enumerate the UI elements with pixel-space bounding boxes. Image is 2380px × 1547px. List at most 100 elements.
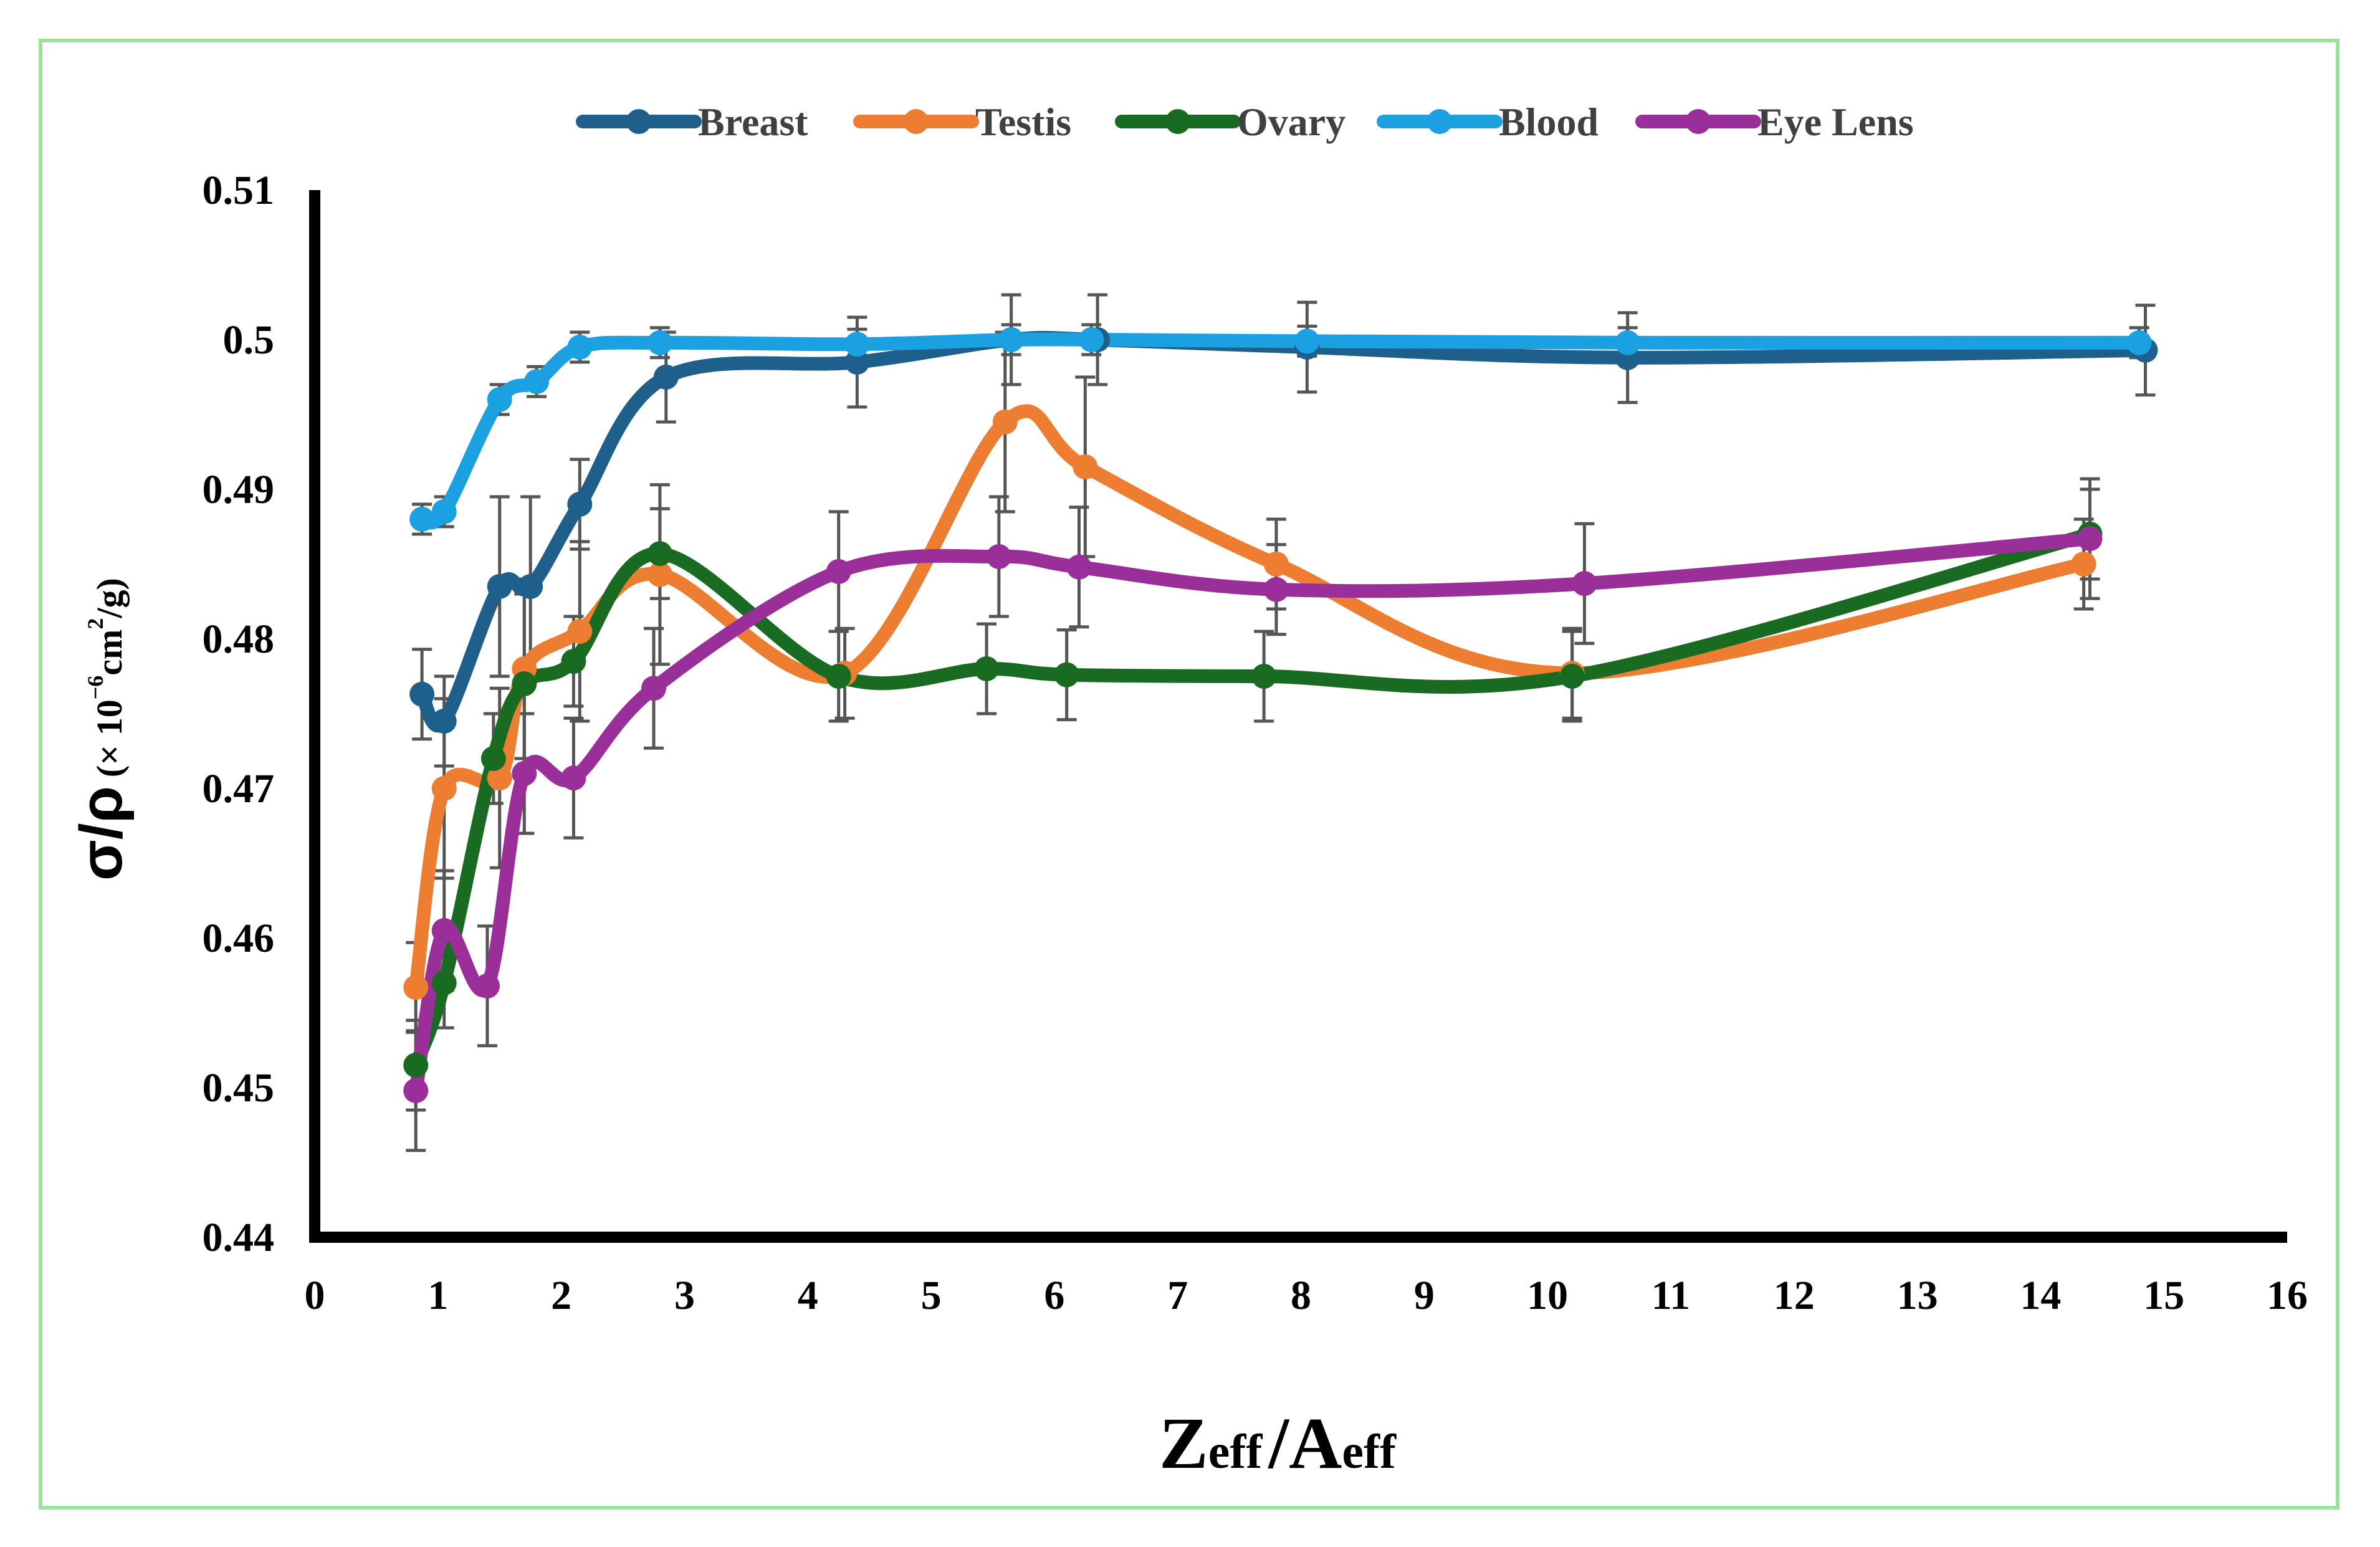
blood-point — [2126, 330, 2152, 355]
ovary-point — [1251, 664, 1277, 689]
x-tick-label: 1 — [428, 1273, 448, 1318]
testis-point — [647, 562, 672, 587]
blood-point — [524, 369, 550, 395]
blood-point — [1079, 327, 1104, 352]
blood-point — [409, 507, 435, 532]
x-tick-label: 2 — [551, 1273, 571, 1318]
legend-item-eye-lens: Eye Lens — [1635, 100, 1914, 144]
x-axis-title: Zeff/Aeff — [1159, 1402, 1397, 1484]
x-tick-label: 14 — [2020, 1273, 2061, 1318]
testis-point — [1263, 552, 1289, 577]
x-tick-label: 9 — [1414, 1273, 1435, 1318]
x-tick-label: 7 — [1167, 1273, 1188, 1318]
x-tick-label: 6 — [1044, 1273, 1064, 1318]
blood-point — [1615, 330, 1640, 355]
eye-lens-point — [431, 918, 457, 943]
breast-point — [409, 681, 435, 707]
x-tick-label: 4 — [798, 1273, 818, 1318]
ovary-point — [431, 970, 457, 995]
x-tick-label: 12 — [1774, 1273, 1815, 1318]
legend-item-breast: Breast — [576, 100, 808, 144]
legend-item-ovary: Ovary — [1115, 100, 1345, 144]
blood-point — [487, 387, 512, 412]
testis-point — [567, 619, 593, 644]
breast-point — [653, 365, 679, 390]
ovary-point — [1559, 664, 1585, 689]
eye-lens-point — [474, 973, 500, 999]
error-bars — [406, 293, 2156, 1152]
breast-point — [844, 350, 870, 375]
x-tick-label: 8 — [1291, 1273, 1311, 1318]
testis-series-line — [409, 404, 2091, 995]
breast-point — [487, 574, 512, 599]
ovary-point — [480, 746, 506, 771]
series-lines — [409, 330, 2153, 1098]
x-tick-label: 5 — [921, 1273, 942, 1318]
legend-label-blood: Blood — [1499, 100, 1599, 144]
blood-point — [431, 499, 457, 524]
testis-point — [431, 776, 457, 801]
legend-marker-eye-lens — [1686, 109, 1711, 134]
eye-lens-point — [2077, 526, 2103, 552]
testis-point — [1073, 454, 1098, 479]
y-tick-label: 0.47 — [203, 766, 275, 812]
x-tick-label: 11 — [1651, 1273, 1690, 1318]
legend-marker-blood — [1427, 109, 1452, 134]
eye-lens-point — [512, 761, 537, 786]
x-tick-label: 15 — [2143, 1273, 2184, 1318]
legend-item-blood: Blood — [1377, 100, 1599, 144]
blood-point — [998, 327, 1024, 352]
eye-lens-point — [826, 559, 851, 584]
x-tick-label: 13 — [1897, 1273, 1938, 1318]
breast-point — [567, 492, 593, 517]
y-tick-label: 0.5 — [223, 317, 275, 363]
eye-lens-point — [1263, 577, 1289, 602]
eye-lens-point — [561, 765, 586, 791]
chart-frame — [39, 39, 2339, 1510]
eye-lens-point — [641, 676, 666, 701]
eye-lens-point — [403, 1078, 429, 1103]
legend-label-breast: Breast — [698, 100, 808, 144]
y-tick-label: 0.51 — [203, 168, 275, 213]
ovary-point — [826, 664, 851, 689]
legend-label-testis: Testis — [975, 100, 1071, 144]
legend-label-ovary: Ovary — [1237, 100, 1345, 144]
axes — [309, 190, 2287, 1243]
y-axis-title: σ/ρ(× 10−6cm2/g) — [68, 578, 135, 881]
y-tick-label: 0.48 — [203, 616, 275, 662]
legend-label-eye-lens: Eye Lens — [1757, 100, 1914, 144]
ovary-point — [1054, 662, 1079, 687]
ovary-point — [561, 649, 586, 674]
x-tick-label: 3 — [674, 1273, 695, 1318]
eye-lens-point — [1066, 554, 1092, 580]
eye-lens-point — [986, 544, 1011, 569]
legend-marker-ovary — [1165, 109, 1190, 134]
ovary-series-line — [409, 527, 2097, 1072]
testis-point — [2071, 552, 2096, 577]
x-tick-label: 0 — [305, 1273, 325, 1318]
legend: Breast Testis Ovary Blood Eye Lens — [576, 100, 1914, 144]
y-tick-label: 0.44 — [203, 1215, 275, 1260]
ovary-point — [512, 671, 537, 696]
legend-item-testis: Testis — [853, 100, 1071, 144]
legend-marker-testis — [904, 109, 929, 134]
blood-point — [567, 335, 593, 360]
blood-point — [647, 330, 672, 355]
ovary-point — [647, 541, 672, 567]
series-markers — [403, 327, 2158, 1103]
blood-point — [1294, 328, 1320, 354]
testis-point — [487, 765, 512, 791]
ovary-point — [974, 656, 1000, 681]
blood-point — [844, 332, 870, 357]
testis-point — [403, 975, 429, 1000]
breast-point — [431, 709, 457, 734]
eye-lens-point — [1572, 571, 1597, 596]
ovary-point — [403, 1053, 429, 1078]
testis-point — [992, 410, 1018, 434]
legend-marker-breast — [626, 109, 651, 134]
breast-point — [518, 574, 543, 599]
y-tick-label: 0.49 — [203, 467, 275, 512]
x-tick-label: 10 — [1527, 1273, 1568, 1318]
y-tick-label: 0.45 — [203, 1065, 275, 1111]
